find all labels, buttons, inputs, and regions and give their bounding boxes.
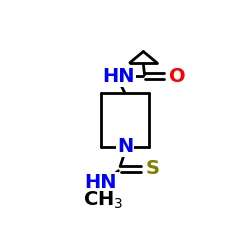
Text: HN: HN: [84, 173, 117, 192]
Text: O: O: [169, 66, 186, 86]
Text: HN: HN: [103, 66, 135, 86]
Text: N: N: [117, 138, 133, 156]
Text: CH$_3$: CH$_3$: [83, 190, 123, 212]
Text: S: S: [146, 160, 160, 178]
